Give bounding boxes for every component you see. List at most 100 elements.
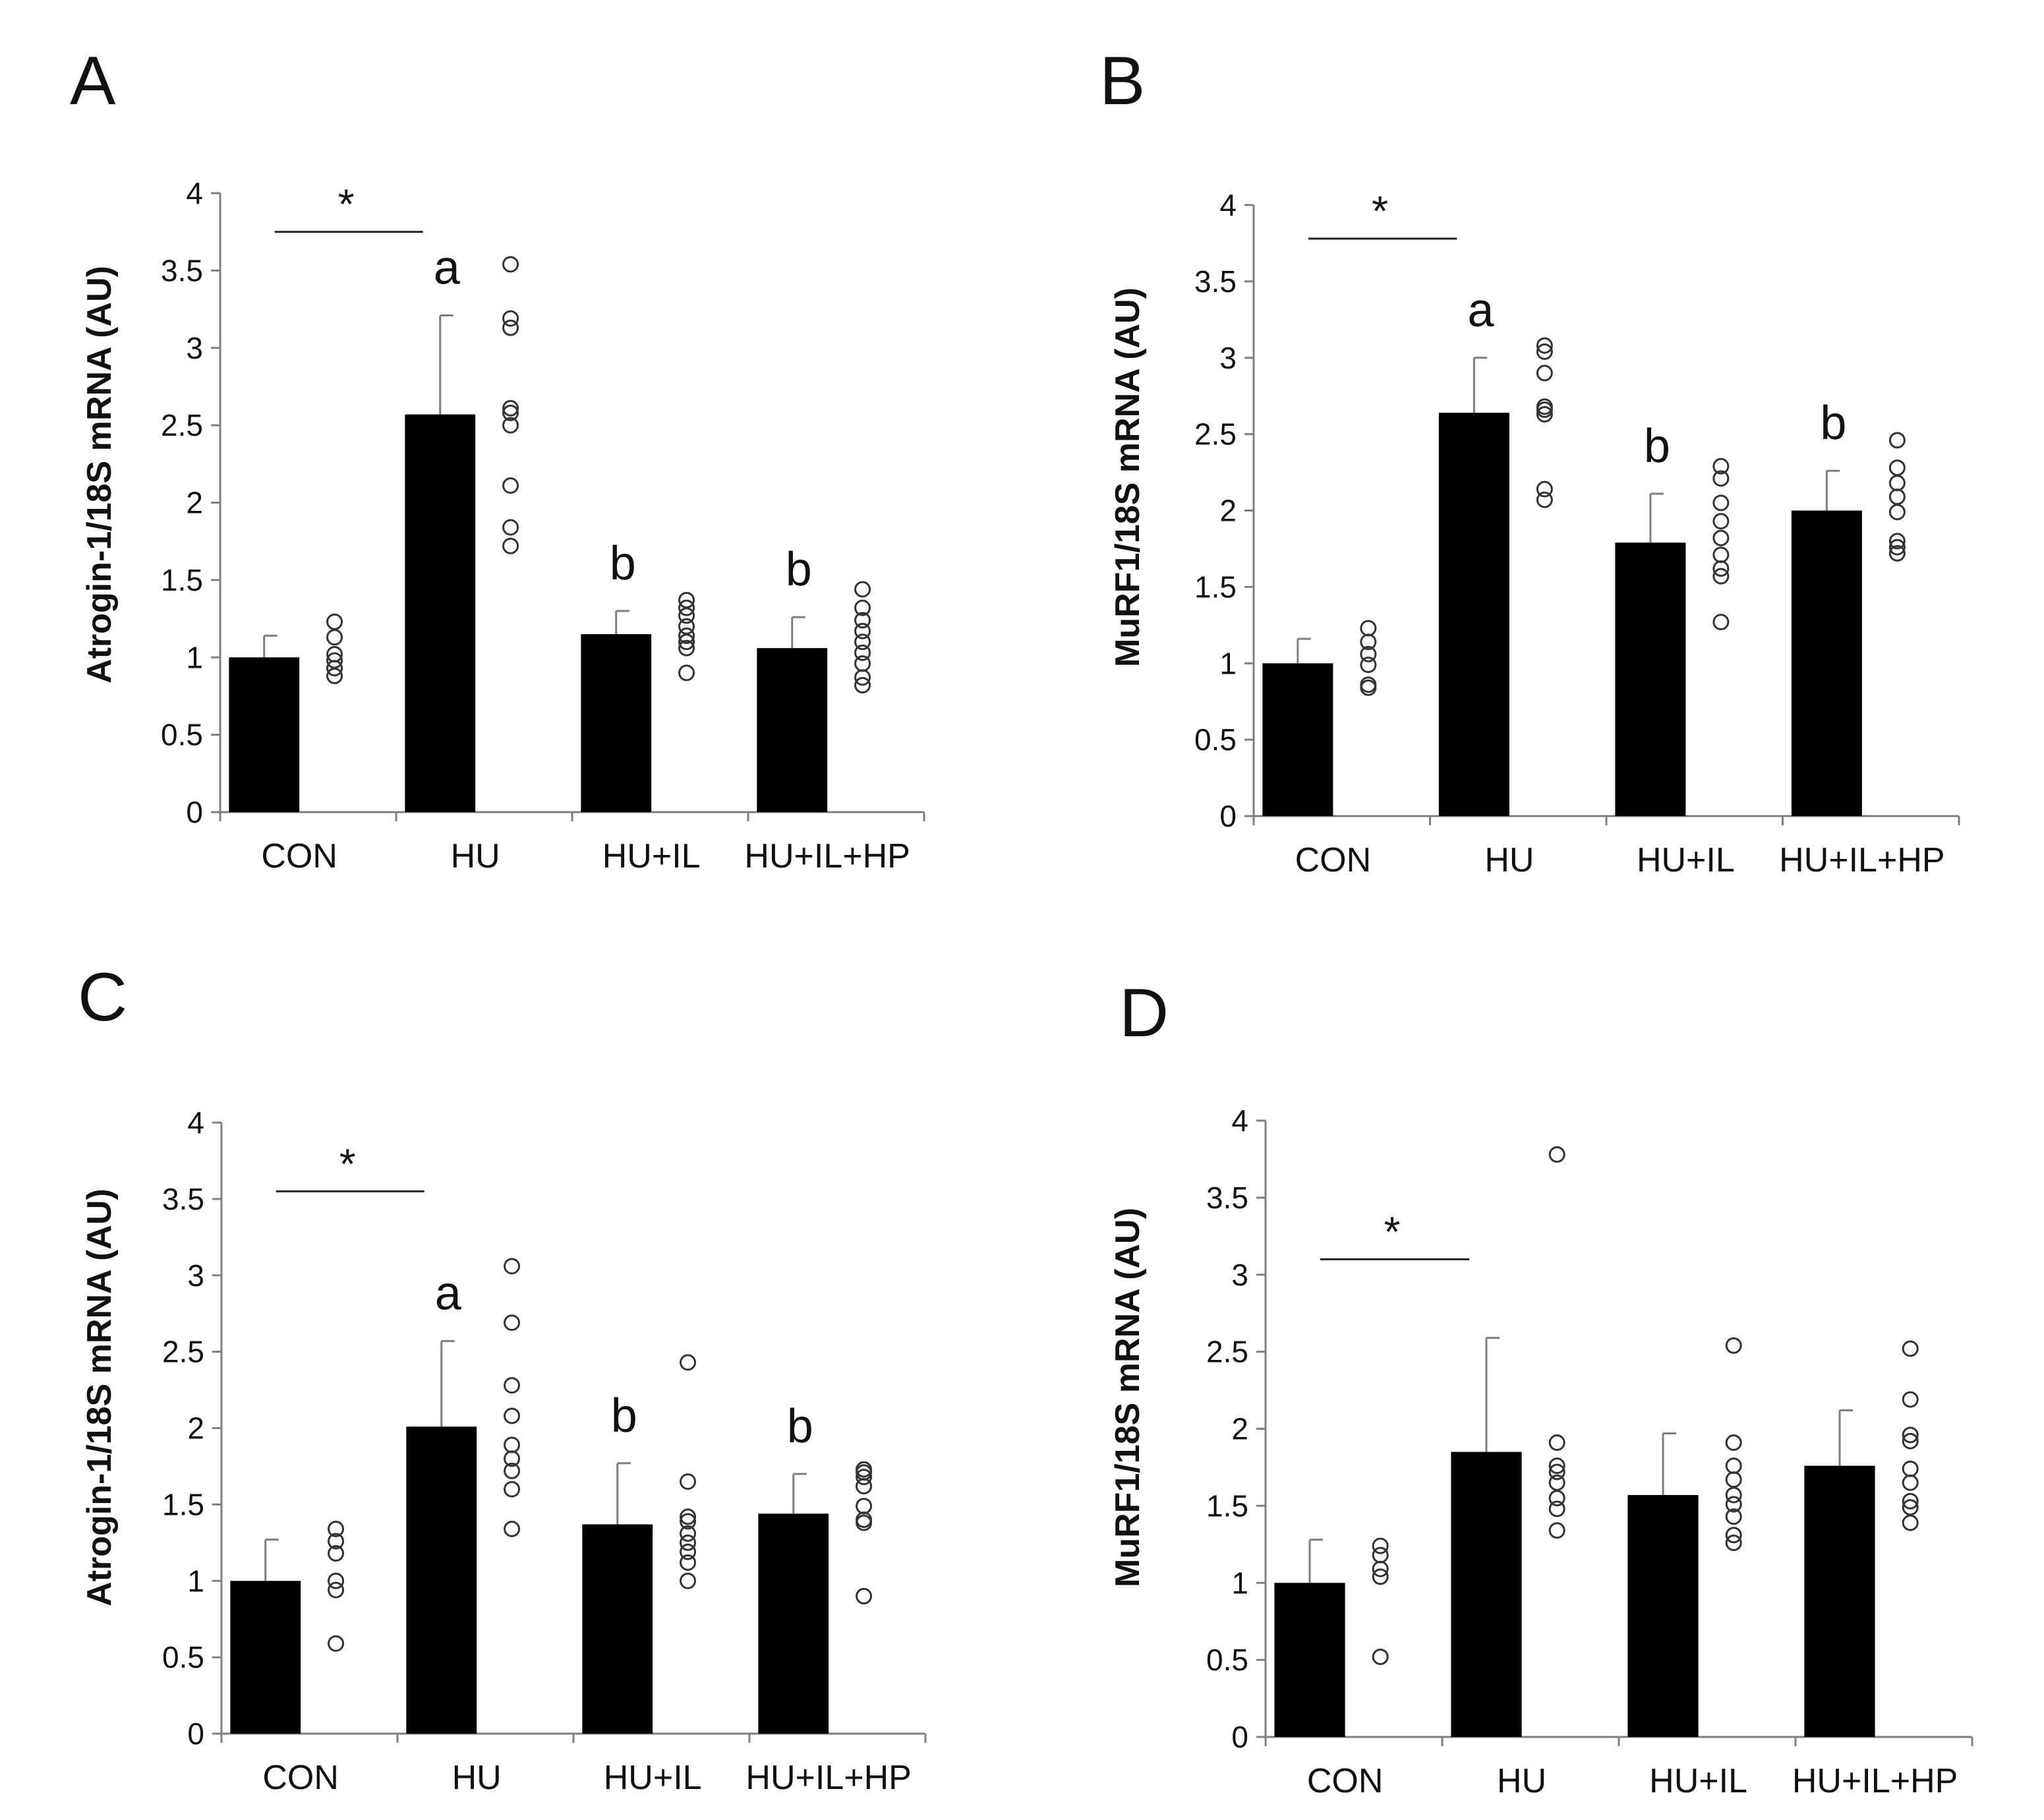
y-axis-title: MuRF1/18S mRNA (AU) (1109, 287, 1147, 667)
data-point (1725, 1486, 1742, 1504)
data-point (1725, 1508, 1742, 1525)
data-point (504, 1407, 521, 1424)
data-point (1725, 1457, 1742, 1475)
data-point (1712, 457, 1730, 475)
data-point (1902, 1514, 1919, 1531)
data-point (1725, 1434, 1742, 1452)
bar (1615, 543, 1686, 816)
bar (229, 657, 300, 812)
data-point (328, 1581, 345, 1599)
significance-star: * (339, 1140, 356, 1187)
panel-c: C 0 0.5 1 1.5 2 2.5 3 3.5 4 Atrogin-1/18S mRNA (A… (78, 959, 927, 1797)
category-label: HU+IL+HP (1779, 841, 1944, 879)
panel-letter: A (70, 43, 116, 119)
data-point (504, 1520, 521, 1537)
significance-letter: b (1644, 420, 1670, 473)
data-point (1888, 475, 1906, 492)
y-tick-label: 0.5 (1194, 722, 1237, 757)
y-tick-label: 3.5 (162, 1182, 204, 1216)
bar (406, 1426, 477, 1734)
panel-letter: D (1119, 975, 1169, 1051)
y-tick-label: 0 (187, 1717, 204, 1751)
data-point (680, 1525, 697, 1542)
category-label: CON (261, 837, 337, 875)
data-point (678, 591, 695, 608)
data-point (1536, 398, 1553, 415)
data-point (502, 399, 519, 417)
data-point (504, 1258, 521, 1275)
y-tick-label: 2 (1219, 494, 1237, 528)
data-point (1902, 1499, 1919, 1516)
data-point (1888, 539, 1906, 556)
y-tick-label: 2.5 (1206, 1335, 1248, 1369)
data-point (680, 1572, 697, 1589)
data-point (1888, 432, 1906, 449)
data-point (1888, 504, 1906, 521)
category-label: HU (451, 837, 500, 875)
data-point (328, 1533, 345, 1550)
data-point (504, 1377, 521, 1394)
y-tick-label: 0.5 (161, 718, 203, 752)
data-point (1888, 533, 1906, 550)
significance-star: * (1372, 187, 1388, 235)
data-point (678, 599, 695, 616)
data-point (504, 1462, 521, 1479)
data-point (502, 319, 519, 336)
data-point (1536, 405, 1553, 423)
data-point (1548, 1474, 1565, 1491)
data-point (1548, 1434, 1565, 1452)
significance-star: * (338, 181, 355, 228)
data-point (328, 1635, 345, 1652)
y-tick-label: 2 (1231, 1412, 1248, 1446)
data-point (326, 652, 343, 669)
data-point (1725, 1534, 1742, 1551)
category-label: CON (1295, 841, 1372, 879)
data-point (856, 1469, 873, 1486)
data-point (854, 633, 871, 651)
category-label: HU (452, 1759, 502, 1797)
data-point (1536, 491, 1553, 508)
y-tick-label: 0 (1231, 1720, 1248, 1754)
bar (1274, 1583, 1345, 1737)
y-tick-label: 2.5 (161, 408, 203, 442)
bar (405, 414, 476, 812)
data-point (328, 1545, 345, 1562)
data-point (502, 537, 519, 554)
data-point (1548, 1146, 1565, 1163)
data-point (502, 417, 519, 434)
bar (1791, 510, 1862, 816)
y-tick-label: 0 (186, 795, 203, 829)
data-point (856, 1587, 873, 1604)
y-tick-label: 3.5 (1194, 264, 1237, 299)
bar (758, 1513, 829, 1734)
y-tick-label: 1.5 (161, 563, 203, 597)
category-label: CON (262, 1759, 339, 1797)
data-point (856, 1498, 873, 1515)
category-label: HU+IL+HP (1792, 1762, 1958, 1800)
significance-letter: b (611, 1390, 637, 1442)
bar (230, 1581, 301, 1734)
data-point (1360, 676, 1377, 693)
data-point (854, 612, 871, 629)
data-point (1548, 1463, 1565, 1481)
data-point (680, 1508, 697, 1525)
y-tick-label: 4 (1219, 188, 1237, 222)
y-tick-label: 2 (187, 1411, 204, 1446)
panel-letter: C (78, 959, 127, 1036)
bar (757, 648, 828, 812)
y-tick-label: 3 (1231, 1258, 1248, 1292)
category-label: HU (1497, 1762, 1546, 1800)
y-tick-label: 0.5 (162, 1640, 204, 1674)
significance-letter: a (434, 241, 461, 294)
bar (581, 634, 652, 812)
y-tick-label: 1 (1231, 1566, 1248, 1600)
bar (582, 1524, 653, 1734)
data-point (1902, 1426, 1919, 1444)
y-tick-label: 3 (187, 1258, 204, 1293)
data-point (502, 256, 519, 273)
data-point (1548, 1457, 1565, 1475)
data-point (1712, 513, 1730, 530)
panel-b: B 0 0.5 1 1.5 2 2.5 3 3.5 4 MuRF1/18S mRNA (AU) CO… (1099, 43, 1960, 879)
data-point (1360, 620, 1377, 637)
data-point (502, 310, 519, 327)
